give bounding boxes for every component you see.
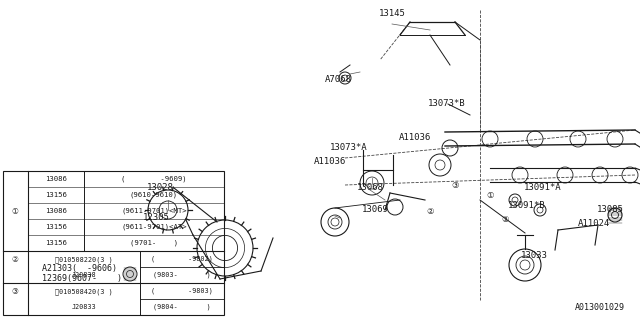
- Text: ①: ①: [12, 207, 19, 216]
- Text: 13091*B: 13091*B: [508, 202, 546, 211]
- Text: (        -9802): ( -9802): [151, 256, 213, 262]
- Text: 13069: 13069: [362, 205, 388, 214]
- Text: 13033: 13033: [520, 252, 547, 260]
- Text: (        -9803): ( -9803): [151, 288, 213, 294]
- Text: (9803-       ): (9803- ): [153, 272, 211, 278]
- Text: 13156: 13156: [45, 240, 67, 246]
- Text: (9611-9701)<MT>: (9611-9701)<MT>: [121, 208, 187, 214]
- Text: (9610-9610): (9610-9610): [130, 192, 178, 198]
- Text: (9701-    ): (9701- ): [130, 240, 178, 246]
- Text: ③: ③: [451, 180, 459, 189]
- Text: 13073*B: 13073*B: [428, 100, 466, 108]
- Text: A013001029: A013001029: [575, 302, 625, 311]
- Text: ②: ②: [501, 215, 509, 225]
- Text: 13086: 13086: [45, 176, 67, 182]
- Text: 13028: 13028: [147, 183, 173, 193]
- Text: ①: ①: [486, 190, 493, 199]
- Text: A7068: A7068: [324, 76, 351, 84]
- Text: (9611-9701)<AT>: (9611-9701)<AT>: [121, 224, 187, 230]
- Text: ②: ②: [12, 255, 19, 264]
- Text: ②: ②: [426, 207, 434, 217]
- Text: 13085: 13085: [596, 205, 623, 214]
- Text: 13156: 13156: [45, 192, 67, 198]
- Bar: [3, 171, 224, 315]
- Text: 13156: 13156: [45, 224, 67, 230]
- Text: Ⓑ010508420(3 ): Ⓑ010508420(3 ): [55, 288, 113, 294]
- Text: 12305: 12305: [143, 213, 170, 222]
- Text: 13068: 13068: [356, 183, 383, 193]
- Text: A11024: A11024: [578, 220, 610, 228]
- Text: (        -9609): ( -9609): [121, 176, 187, 182]
- Text: (9804-       ): (9804- ): [153, 304, 211, 310]
- Text: 13145: 13145: [379, 10, 405, 19]
- Text: 13091*A: 13091*A: [524, 183, 562, 193]
- Text: A11036: A11036: [399, 133, 431, 142]
- Text: 13086: 13086: [45, 208, 67, 214]
- Text: 13073*A: 13073*A: [330, 143, 368, 153]
- Text: 12369(9607-    ): 12369(9607- ): [42, 274, 122, 283]
- Text: J20838: J20838: [72, 272, 96, 278]
- Text: A21303(  -9606): A21303( -9606): [42, 263, 118, 273]
- Text: Ⓑ010508220(3 ): Ⓑ010508220(3 ): [55, 256, 113, 262]
- Text: J20833: J20833: [72, 304, 96, 310]
- Text: ③: ③: [12, 287, 19, 296]
- Text: A11036: A11036: [314, 157, 346, 166]
